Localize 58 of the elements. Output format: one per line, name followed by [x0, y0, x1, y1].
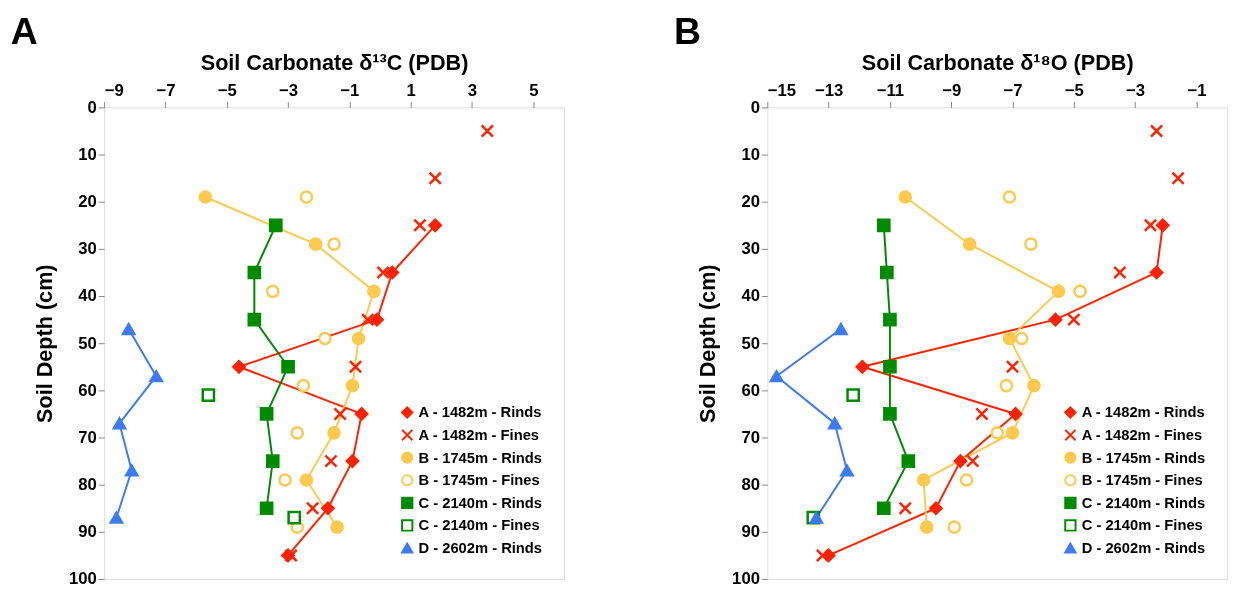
legend-label: B - 1745m - Fines	[418, 472, 540, 489]
x-tick-label: −5	[217, 81, 237, 101]
x-tick-label: −5	[1064, 81, 1084, 101]
y-axis-title: Soil Depth (cm)	[32, 264, 58, 423]
legend-label: A - 1482m - Rinds	[418, 404, 542, 421]
text: A	[10, 9, 38, 52]
y-tick-label: 10	[741, 144, 760, 164]
legend-label: A - 1482m - Fines	[418, 426, 540, 443]
y-tick-label: 40	[741, 286, 760, 306]
legend-label: B - 1745m - Fines	[1081, 472, 1203, 489]
x-tick-label: −7	[1003, 81, 1023, 101]
x-tick-label: −9	[104, 81, 124, 101]
y-tick-label: 100	[68, 569, 97, 589]
x-tick-label: −9	[942, 81, 962, 101]
y-tick-label: 70	[741, 427, 760, 447]
y-tick-label: 0	[87, 97, 97, 117]
x-tick-label: −1	[1187, 81, 1207, 101]
y-tick-label: 40	[78, 286, 97, 306]
legend-label: B - 1745m - Rinds	[1081, 449, 1206, 466]
y-tick-label: 20	[78, 192, 97, 212]
x-tick-label: 3	[467, 81, 478, 101]
y-tick-label: 60	[78, 380, 97, 400]
legend-label: D - 2602m - Rinds	[1081, 539, 1206, 556]
x-tick-label: −7	[156, 81, 176, 101]
x-tick-label: −13	[814, 81, 844, 101]
x-tick-label: −15	[767, 81, 797, 101]
x-tick-label: 5	[529, 81, 539, 101]
y-tick-label: 60	[741, 380, 760, 400]
x-axis-title: Soil Carbonate δ¹⁸O (PDB)	[861, 49, 1134, 75]
y-tick-label: 30	[741, 239, 760, 259]
x-axis-title: Soil Carbonate δ¹³C (PDB)	[200, 49, 469, 75]
legend-label: C - 2140m - Rinds	[418, 494, 543, 511]
legend-label: A - 1482m - Fines	[1081, 426, 1203, 443]
y-tick-label: 90	[78, 522, 97, 542]
legend-label: B - 1745m - Rinds	[418, 449, 543, 466]
x-tick-label: 1	[406, 81, 416, 101]
x-tick-label: −11	[876, 81, 905, 101]
y-tick-label: 70	[78, 427, 97, 447]
y-tick-label: 30	[78, 239, 97, 259]
y-tick-label: 0	[750, 97, 760, 117]
y-tick-label: 20	[741, 192, 760, 212]
y-tick-label: 50	[78, 333, 97, 353]
y-tick-label: 10	[78, 144, 97, 164]
legend-label: C - 2140m - Fines	[418, 517, 540, 534]
x-tick-label: −3	[279, 81, 299, 101]
y-tick-label: 80	[78, 475, 97, 495]
y-tick-label: 90	[741, 522, 760, 542]
legend-label: A - 1482m - Rinds	[1081, 404, 1205, 421]
y-tick-label: 100	[732, 569, 760, 589]
text: B	[673, 9, 701, 52]
x-tick-label: −1	[340, 81, 360, 101]
y-tick-label: 80	[741, 475, 760, 495]
legend-label: C - 2140m - Fines	[1081, 517, 1203, 534]
y-tick-label: 50	[741, 333, 760, 353]
y-axis-title: Soil Depth (cm)	[695, 264, 721, 423]
legend-label: C - 2140m - Rinds	[1081, 494, 1206, 511]
legend-label: D - 2602m - Rinds	[418, 539, 543, 556]
x-tick-label: −3	[1126, 81, 1146, 101]
